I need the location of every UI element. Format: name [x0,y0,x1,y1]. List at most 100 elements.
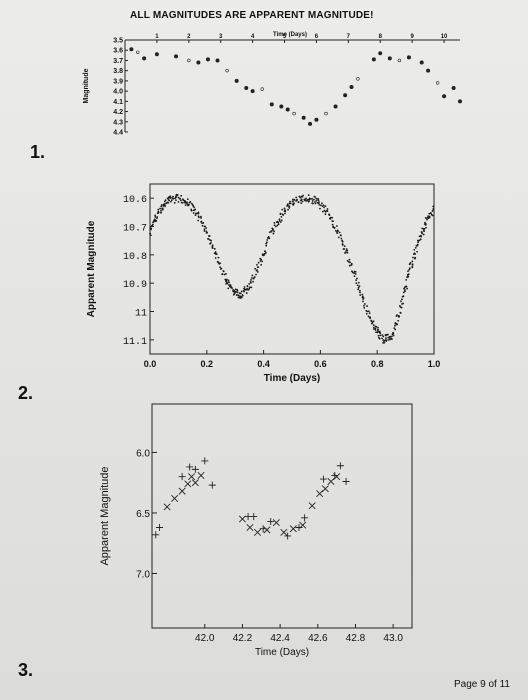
question-number-3: 3. [18,660,34,680]
data-point [278,218,281,221]
data-point [279,212,282,215]
data-point [284,212,286,215]
data-point [423,227,426,230]
data-point [213,247,216,250]
data-point [442,94,447,99]
data-point [256,271,259,273]
data-point [179,199,182,202]
data-point [232,290,235,293]
data-point [187,58,191,63]
data-point [331,223,334,226]
data-point [280,216,283,218]
data-point [314,195,316,198]
data-point [267,236,270,238]
data-point [203,230,206,232]
plus-marker [319,475,327,483]
data-point [173,201,176,204]
data-point [175,195,177,198]
data-point [315,199,318,202]
data-point [405,285,408,288]
data-point [311,200,314,202]
plus-marker [295,524,303,532]
plus-marker [250,513,258,521]
data-point [398,315,401,318]
data-point [426,218,428,221]
data-point [149,232,151,235]
question-number-2: 2. [18,383,34,403]
x-tick-label: 0.2 [201,359,214,369]
data-point [311,202,314,205]
data-point [196,212,198,215]
data-point [297,201,300,203]
data-point [277,221,280,224]
data-point [272,232,275,235]
data-point [156,217,158,220]
y-tick-label: 11.1 [123,337,147,348]
data-point [382,335,385,338]
data-point [219,268,222,270]
data-point [176,194,179,197]
data-point [225,278,228,281]
data-point [202,222,205,224]
data-point [318,201,320,204]
data-point [308,200,310,203]
x-axis-label: Time (Days) [255,647,309,658]
data-point [404,289,406,291]
data-point [430,213,433,216]
data-point [370,319,373,322]
data-point [426,68,431,73]
data-point [259,260,262,262]
data-point [428,216,431,219]
data-point [228,281,230,284]
x-tick-label: 42.4 [270,633,290,644]
data-point [210,239,213,242]
data-point [340,237,343,240]
data-point [152,221,154,224]
data-point [363,303,366,305]
data-point [289,200,291,203]
data-point [154,214,157,217]
y-tick-label: 3.6 [113,48,123,55]
data-point [319,207,321,210]
data-point [183,199,186,202]
data-point [246,284,249,287]
data-point [379,334,382,337]
data-point [142,56,147,61]
data-point [374,327,377,330]
x-tick-label: 0.0 [144,359,157,369]
data-point [159,207,162,210]
data-point [419,60,424,65]
x-marker [308,502,316,510]
data-point [333,226,336,229]
data-point [219,266,221,268]
plus-marker [284,532,292,540]
data-point [411,263,414,266]
data-point [420,235,422,238]
y-axis-label: Apparent Magnitude [99,466,111,565]
light-curve-chart-1: Time (Days) 1 2 3 4 5 6 7 8 9 10 3.5 3.6 3.7 3.8 3.9 4.0… [83,32,462,137]
data-point [431,210,434,212]
data-point [361,293,364,296]
data-point [317,199,320,202]
data-point [157,211,160,214]
data-point [409,261,412,264]
data-point [283,207,286,210]
data-point [376,331,379,334]
data-point [205,230,208,233]
data-point [302,194,305,197]
data-point [211,244,214,247]
data-point [430,212,432,215]
data-point [265,244,268,247]
data-point [225,68,229,73]
plus-marker [186,463,194,471]
data-point [227,279,230,282]
y-tick-label: 4.4 [113,130,123,137]
data-point [154,216,157,218]
data-point [261,260,264,263]
page-header: ALL MAGNITUDES ARE APPARENT MAGNITUDE! [130,10,374,21]
data-point [363,304,365,307]
data-point [200,217,202,219]
data-point [226,282,229,285]
data-point [377,326,379,329]
data-point [188,203,190,206]
